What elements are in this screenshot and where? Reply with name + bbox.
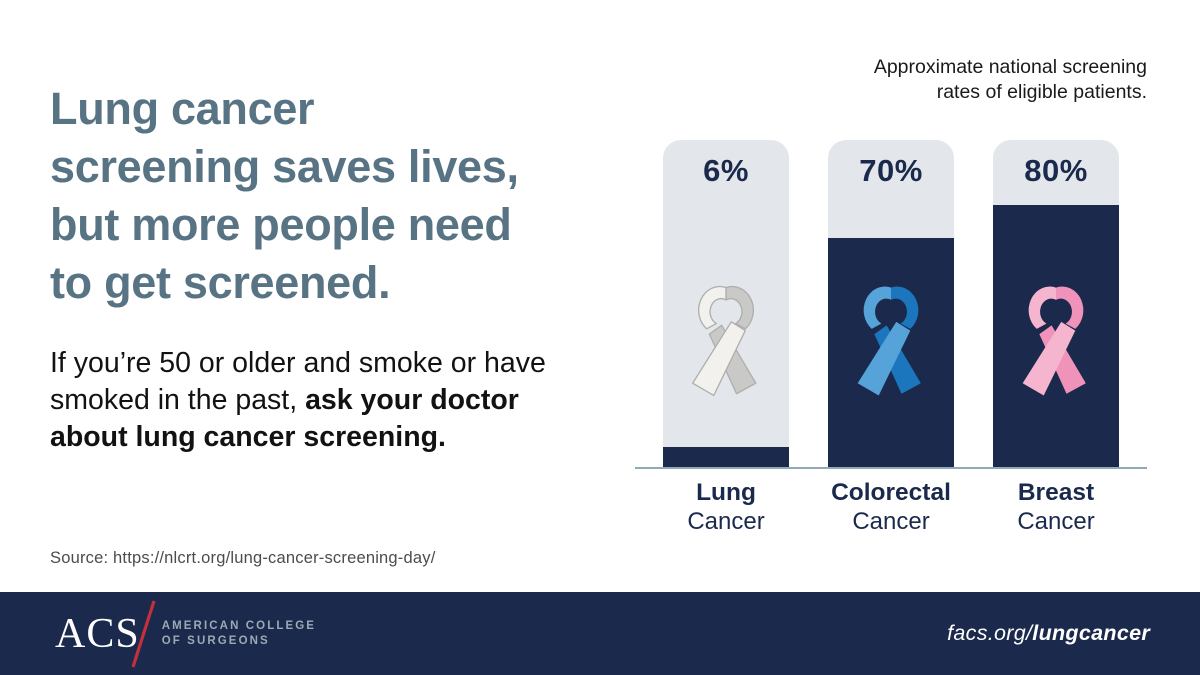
bar-track: 80% [993, 140, 1119, 467]
chart-subtitle: Approximate national screening rates of … [787, 55, 1147, 105]
college-name-line1: AMERICAN COLLEGE [161, 619, 317, 632]
source-text: Source: https://nlcrt.org/lung-cancer-sc… [50, 549, 436, 567]
bar-category-primary: Lung [696, 479, 756, 506]
intro-text: If you’re 50 or older and smoke or have … [50, 345, 595, 456]
bar-category-secondary: Cancer [852, 508, 930, 535]
bar-category-secondary: Cancer [1017, 508, 1095, 535]
headline-line: Lung cancer [50, 83, 315, 134]
intro-bold-text: ask your doctor about lung cancer screen… [50, 384, 519, 453]
bar-group-breast: 80% Breast Cancer [993, 140, 1119, 540]
bar-category-primary: Breast [1017, 479, 1095, 506]
footer-url-prefix: facs.org/ [947, 621, 1033, 645]
bar-category-label: Breast Cancer [956, 478, 1156, 536]
footer-url: facs.org/lungcancer [947, 621, 1150, 646]
headline-line: to get screened. [50, 257, 391, 308]
bar-fill [663, 447, 789, 467]
headline-line: but more people need [50, 199, 512, 250]
intro-regular-text: If you’re 50 or older and smoke or have … [50, 347, 546, 416]
bar-group-lung: 6% Lung Cancer [663, 140, 789, 540]
bar-group-colorectal: 70% Colorectal Cancer [828, 140, 954, 540]
chart-subtitle-line: rates of eligible patients. [936, 81, 1147, 103]
footer-url-campaign: lungcancer [1032, 621, 1150, 645]
college-name-line2: OF SURGEONS [161, 634, 270, 647]
bar-category-secondary: Cancer [687, 508, 765, 535]
page-title: Lung cancer screening saves lives, but m… [50, 80, 610, 312]
college-name: AMERICAN COLLEGE OF SURGEONS [162, 619, 316, 649]
headline-line: screening saves lives, [50, 141, 519, 192]
logo-slash-icon [128, 599, 158, 669]
bar-category-primary: Colorectal [831, 479, 951, 506]
screening-rates-bar-chart: 6% Lung Cancer 70% [635, 140, 1147, 540]
acs-logo: ACS AMERICAN COLLEGE OF SURGEONS [55, 599, 316, 669]
chart-subtitle-line: Approximate national screening [873, 56, 1147, 78]
bar-track: 70% [828, 140, 954, 467]
colorectal-awareness-ribbon-icon [857, 286, 921, 396]
value-label: 70% [859, 153, 923, 188]
lung-awareness-ribbon-icon [692, 285, 757, 397]
chart-baseline [635, 467, 1147, 469]
bar-category-label: Colorectal Cancer [791, 478, 991, 536]
bar-category-label: Lung Cancer [626, 478, 826, 536]
footer-bar: ACS AMERICAN COLLEGE OF SURGEONS facs.or… [0, 592, 1200, 675]
value-label: 6% [703, 153, 749, 188]
value-label: 80% [1024, 153, 1088, 188]
bar-track: 6% [663, 140, 789, 467]
acs-acronym: ACS [55, 610, 140, 657]
breast-awareness-ribbon-icon [1022, 286, 1086, 396]
